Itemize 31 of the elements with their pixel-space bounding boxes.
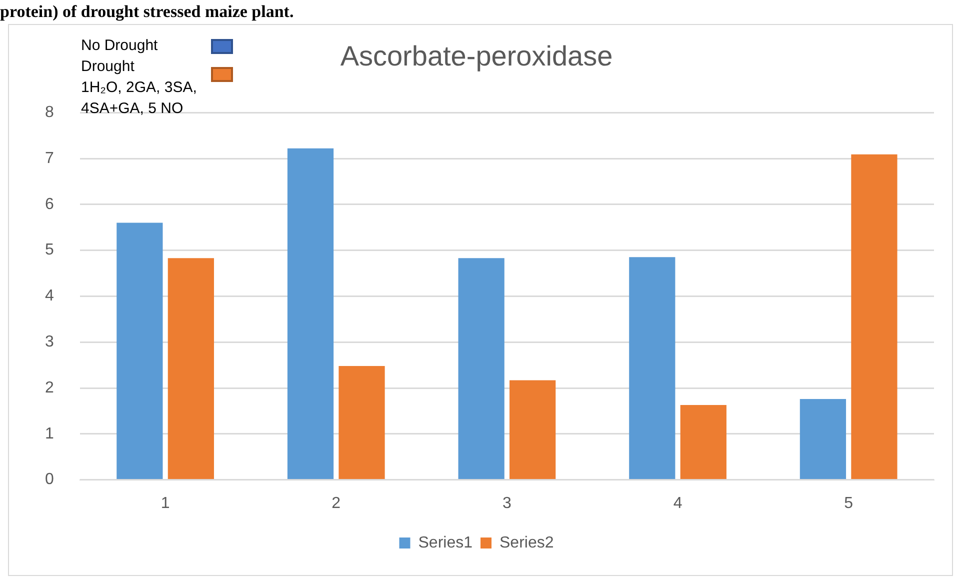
- text: Drought: [81, 57, 136, 77]
- y-tick-label: 5: [44, 242, 54, 259]
- legend-label: Series1: [418, 534, 473, 552]
- y-tick-label: 8: [44, 104, 54, 122]
- text: protein) of drought stressed maize plant.: [0, 2, 294, 22]
- y-tick-label: 4: [44, 288, 54, 305]
- bar: [680, 404, 726, 480]
- bar: [629, 257, 676, 480]
- y-tick-label: 7: [44, 150, 54, 167]
- bar: [800, 399, 846, 480]
- annotation: 1H₂O, 2GA, 3SA, 4SA+GA, 5 NO: [81, 78, 198, 119]
- bar: [287, 148, 334, 480]
- chart-title: Ascorbate-peroxidase: [340, 40, 613, 72]
- bar: [458, 258, 504, 480]
- y-tick-label: 0: [44, 471, 54, 488]
- text: No Drought: [81, 36, 159, 56]
- bar: [851, 154, 898, 480]
- bar: [168, 258, 214, 480]
- x-tick-label: 1: [160, 494, 170, 512]
- bar: [116, 222, 163, 480]
- x-tick-label: 5: [844, 494, 854, 512]
- y-tick-label: 6: [44, 196, 54, 213]
- bar: [510, 380, 556, 480]
- legend-label: Series2: [500, 534, 554, 552]
- x-tick-label: 4: [673, 494, 682, 512]
- bar: [338, 366, 385, 480]
- y-tick-label: 2: [44, 379, 54, 396]
- x-tick-label: 3: [502, 494, 512, 512]
- x-tick-label: 2: [332, 494, 341, 512]
- y-tick-label: 3: [44, 334, 54, 351]
- y-tick-label: 1: [44, 425, 54, 442]
